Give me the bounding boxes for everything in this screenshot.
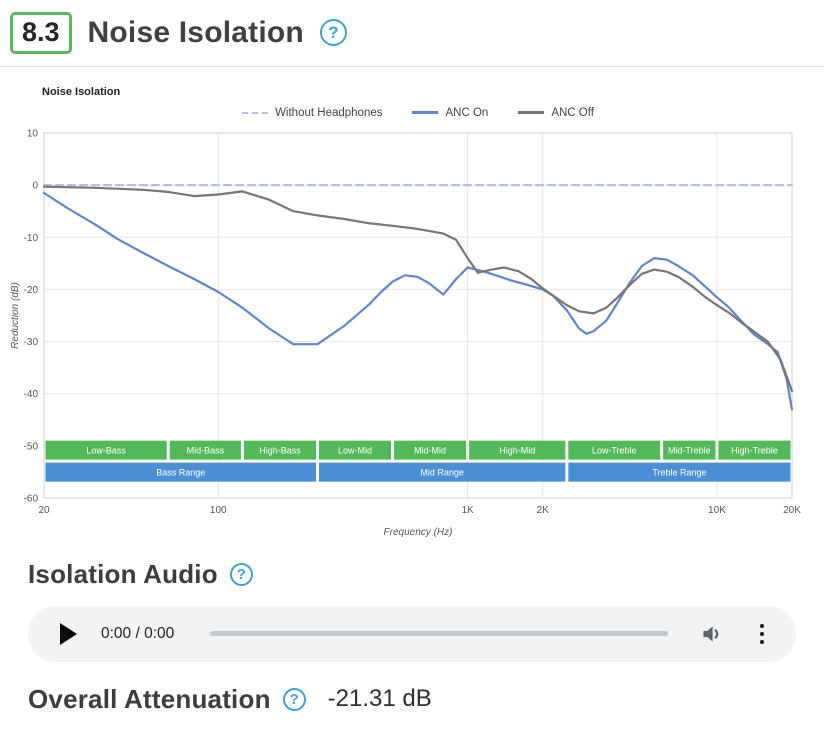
- help-icon[interactable]: ?: [319, 19, 347, 47]
- x-tick-label: 100: [210, 505, 227, 516]
- legend-label: Without Headphones: [275, 106, 383, 119]
- band-mid-range: [318, 462, 566, 482]
- band-mid-bass: [169, 440, 241, 460]
- time-display: 0:00 / 0:00: [101, 624, 175, 642]
- isolation-audio-heading-row: Isolation Audio ?: [28, 559, 824, 590]
- band-high-mid: [469, 440, 566, 460]
- band-label: Mid Range: [420, 467, 464, 477]
- band-label: Mid-Bass: [187, 445, 225, 455]
- page-title: Noise Isolation: [87, 15, 304, 49]
- band-label: Low-Mid: [338, 445, 372, 455]
- band-bass-range: [45, 462, 316, 482]
- help-icon[interactable]: ?: [229, 562, 253, 586]
- x-axis-label: Frequency (Hz): [384, 527, 453, 537]
- legend-swatch: [412, 111, 439, 115]
- legend-swatch: [518, 111, 545, 115]
- legend-swatch: [242, 111, 269, 114]
- y-tick-label: -30: [24, 337, 39, 348]
- y-tick-label: -60: [24, 493, 39, 504]
- band-mid-mid: [394, 440, 467, 460]
- band-treble-range: [568, 462, 791, 482]
- band-low-treble: [568, 440, 661, 460]
- band-label: Low-Treble: [592, 445, 637, 455]
- y-tick-label: 10: [27, 128, 39, 139]
- seek-slider[interactable]: [210, 631, 668, 637]
- y-tick-label: -10: [24, 233, 39, 244]
- audio-player[interactable]: 0:00 / 0:00: [28, 605, 796, 662]
- y-tick-label: -50: [24, 441, 39, 452]
- series-line-anc-off: [42, 185, 794, 392]
- help-icon[interactable]: ?: [282, 687, 306, 711]
- legend-label: ANC On: [445, 106, 489, 119]
- overflow-menu-icon[interactable]: [756, 620, 769, 649]
- band-high-bass: [243, 440, 316, 460]
- x-tick-label: 20K: [783, 505, 801, 516]
- y-axis-label: Reduction (dB): [10, 282, 21, 349]
- series-line-anc-on: [42, 191, 794, 411]
- band-label: Mid-Treble: [668, 445, 711, 455]
- legend-label: ANC Off: [551, 106, 594, 119]
- chart-title: Noise Isolation: [42, 86, 121, 98]
- speaker-icon: [702, 626, 718, 642]
- overall-attenuation-row: Overall Attenuation ? -21.31 dB: [28, 684, 824, 715]
- band-mid-treble: [663, 440, 716, 460]
- overall-attenuation-label: Overall Attenuation: [28, 683, 271, 714]
- divider: [0, 65, 824, 67]
- band-label: High-Mid: [499, 445, 535, 455]
- y-tick-label: -40: [24, 389, 39, 400]
- plot-border: [43, 132, 793, 499]
- volume-icon[interactable]: [698, 621, 724, 647]
- score-value: 8.3: [22, 17, 60, 47]
- band-label: High-Bass: [259, 445, 301, 455]
- y-tick-label: -20: [24, 285, 39, 296]
- band-label: Treble Range: [652, 467, 706, 477]
- section-header: 8.3 Noise Isolation ?: [0, 0, 824, 66]
- chart-container: Without Headphones ANC On ANC Off 10 0 -10 -2…: [8, 79, 816, 538]
- play-button[interactable]: [60, 622, 77, 645]
- band-low-bass: [45, 440, 167, 460]
- y-tick-label: 0: [32, 180, 38, 191]
- band-label: High-Treble: [731, 445, 778, 455]
- legend-item-anc-on[interactable]: ANC On: [412, 107, 488, 119]
- band-low-mid: [318, 440, 392, 460]
- legend-item-without-headphones[interactable]: Without Headphones: [242, 107, 382, 119]
- isolation-audio-title: Isolation Audio: [28, 558, 218, 589]
- band-label: Bass Range: [156, 467, 205, 477]
- band-label: Mid-Mid: [414, 445, 446, 455]
- overall-attenuation-value: -21.31 dB: [327, 685, 432, 713]
- x-tick-label: 2K: [537, 505, 550, 516]
- band-label: Low-Bass: [86, 445, 126, 455]
- score-badge: 8.3: [10, 12, 72, 54]
- legend-item-anc-off[interactable]: ANC Off: [518, 107, 594, 119]
- x-tick-label: 1K: [461, 505, 474, 516]
- band-high-treble: [718, 440, 791, 460]
- chart-legend: Without Headphones ANC On ANC Off: [44, 107, 792, 119]
- play-icon: [60, 622, 77, 645]
- x-tick-label: 20: [38, 505, 50, 516]
- x-tick-label: 10K: [708, 505, 726, 516]
